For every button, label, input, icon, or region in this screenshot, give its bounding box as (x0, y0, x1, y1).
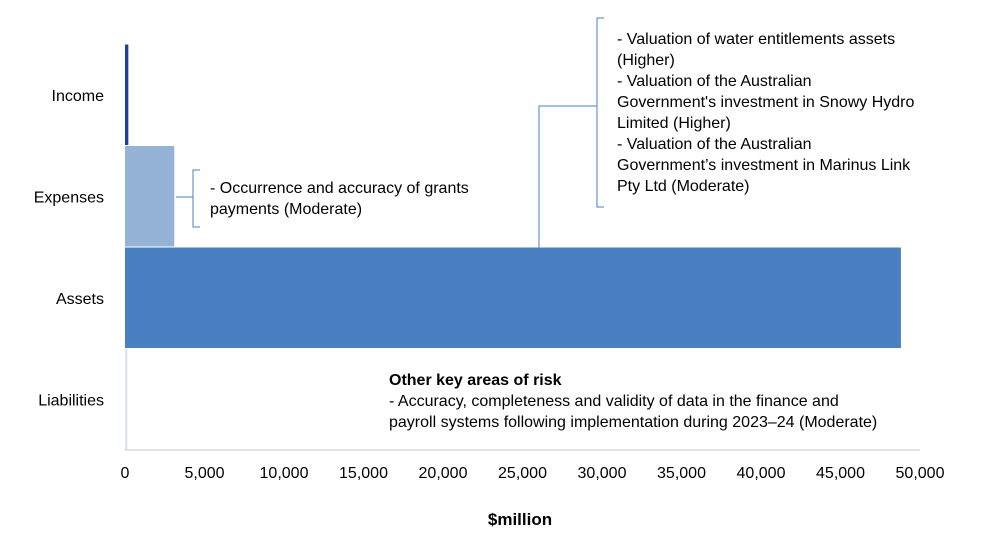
expenses-annotation-line: - Occurrence and accuracy of grants (210, 180, 469, 197)
assets-annotation: - Valuation of water entitlements assets… (617, 29, 914, 197)
x-axis-label: $million (488, 510, 552, 529)
other-risks-line: payroll systems following implementation… (389, 414, 878, 431)
assets-bracket (538, 17, 604, 248)
other-risks-title: Other key areas of risk (389, 372, 562, 389)
category-labels: Income Expenses Assets Liabilities (34, 88, 104, 410)
category-label-assets: Assets (56, 291, 104, 308)
x-tick-label: 15,000 (339, 465, 388, 482)
bar-liabilities (125, 349, 128, 450)
x-tick-label: 35,000 (657, 465, 706, 482)
category-label-income: Income (52, 88, 105, 105)
bar-income (125, 44, 129, 145)
assets-annotation-line: - Valuation of water entitlements assets (617, 31, 896, 48)
x-tick-label: 25,000 (498, 465, 547, 482)
x-tick-labels: 0 5,000 10,000 15,000 20,000 25,000 30,000 35,0… (121, 465, 945, 482)
x-tick-label: 45,000 (816, 465, 865, 482)
category-label-liabilities: Liabilities (38, 392, 104, 409)
x-tick-label: 40,000 (737, 465, 786, 482)
assets-annotation-line: - Valuation of the Australian (617, 73, 812, 90)
assets-annotation-line: Government's investment in Snowy Hydro (617, 94, 915, 111)
x-tick-label: 20,000 (419, 465, 468, 482)
assets-annotation-line: Limited (Higher) (617, 115, 731, 132)
other-risks-annotation: Other key areas of risk - Accuracy, comp… (389, 370, 877, 433)
expenses-annotation: - Occurrence and accuracy of grants paym… (210, 178, 469, 220)
assets-annotation-line: Government’s investment in Marinus Link (617, 157, 911, 174)
assets-annotation-line: Pty Ltd (Moderate) (617, 178, 750, 195)
assets-annotation-line: - Valuation of the Australian (617, 136, 812, 153)
assets-annotation-line: (Higher) (617, 52, 675, 69)
x-tick-label: 50,000 (896, 465, 945, 482)
x-tick-label: 5,000 (184, 465, 224, 482)
other-risks-line: - Accuracy, completeness and validity of… (389, 393, 839, 410)
x-tick-label: 0 (121, 465, 130, 482)
expenses-bracket (176, 169, 200, 228)
x-tick-label: 30,000 (578, 465, 627, 482)
bar-assets (125, 247, 901, 348)
x-tick-label: 10,000 (260, 465, 309, 482)
bars (125, 44, 901, 450)
category-label-expenses: Expenses (34, 189, 104, 206)
bar-expenses (125, 146, 175, 247)
expenses-annotation-line: payments (Moderate) (210, 201, 363, 218)
annotation-brackets (176, 17, 604, 248)
